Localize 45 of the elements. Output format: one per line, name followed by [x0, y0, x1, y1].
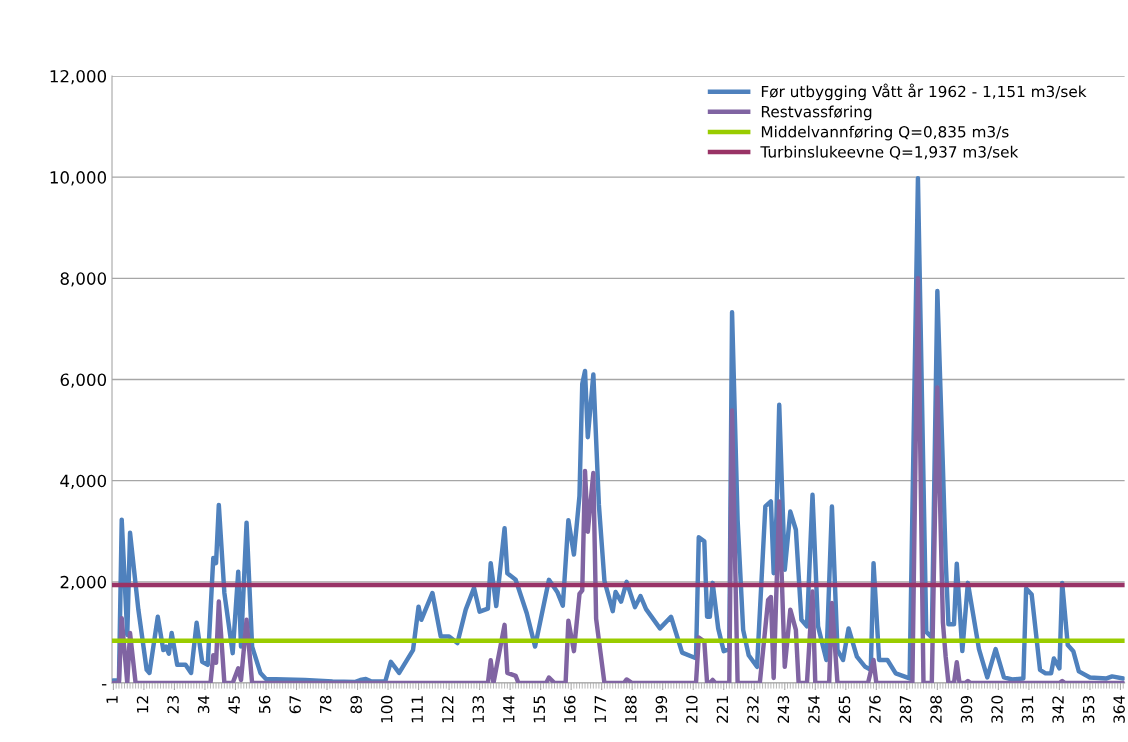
x-tick-label: 221 [716, 696, 728, 723]
legend-label: Før utbygging Vått år 1962 - 1,151 m3/sek [761, 83, 1087, 101]
x-tick-label: 155 [533, 696, 546, 723]
x-tick-label: 232 [747, 696, 759, 723]
x-tick-label: 67 [289, 696, 301, 714]
x-tick-label: 111 [411, 696, 423, 723]
x-tick-label: 78 [319, 695, 332, 713]
y-tick-label: 12,000 [50, 69, 107, 85]
x-tick-label: 56 [258, 695, 271, 714]
x-tick-label: 210 [686, 695, 698, 723]
x-tick-label: 364 [1113, 695, 1125, 723]
x-tick-label: 353 [1082, 696, 1095, 723]
x-tick-label: 177 [594, 696, 606, 723]
x-tick-label: 331 [1021, 696, 1034, 723]
x-tick-label: 100 [380, 695, 393, 723]
x-tick-label: 287 [899, 696, 912, 723]
x-tick-label: 320 [991, 695, 1003, 723]
x-tick-label: 298 [930, 695, 942, 723]
x-tick-label: 309 [960, 695, 973, 723]
y-tick-label: 8,000 [60, 272, 107, 287]
x-tick-label: 12 [136, 696, 149, 713]
x-tick-label: 188 [625, 695, 637, 723]
x-tick-label: 276 [869, 695, 881, 723]
x-tick-label: 45 [228, 696, 240, 714]
y-tick-label: 2,000 [60, 575, 107, 591]
y-tick-label: - [101, 684, 107, 686]
legend-label: Middelvannføring Q=0,835 m3/s [761, 125, 1009, 141]
x-tick-label: 243 [777, 696, 790, 723]
x-tick-label: 254 [808, 695, 820, 723]
x-tick-label: 89 [350, 695, 362, 714]
x-tick-label: 133 [472, 696, 485, 723]
x-tick-label: 1 [106, 696, 118, 703]
legend-label: Restvassføring [761, 105, 872, 121]
x-tick-label: 122 [441, 696, 454, 723]
y-tick-label: 6,000 [60, 373, 107, 388]
x-tick-label: 23 [167, 696, 179, 714]
x-tick-label: 199 [655, 695, 668, 723]
x-tick-label: 144 [503, 695, 515, 723]
x-tick-label: 166 [564, 695, 576, 723]
x-tick-label: 265 [838, 696, 851, 723]
y-tick-label: 10,000 [50, 171, 107, 186]
x-tick-label: 34 [197, 695, 210, 714]
y-tick-label: 4,000 [60, 474, 107, 489]
legend-label: Turbinslukeevne Q=1,937 m3/sek [760, 145, 1019, 160]
x-tick-label: 342 [1052, 696, 1064, 723]
